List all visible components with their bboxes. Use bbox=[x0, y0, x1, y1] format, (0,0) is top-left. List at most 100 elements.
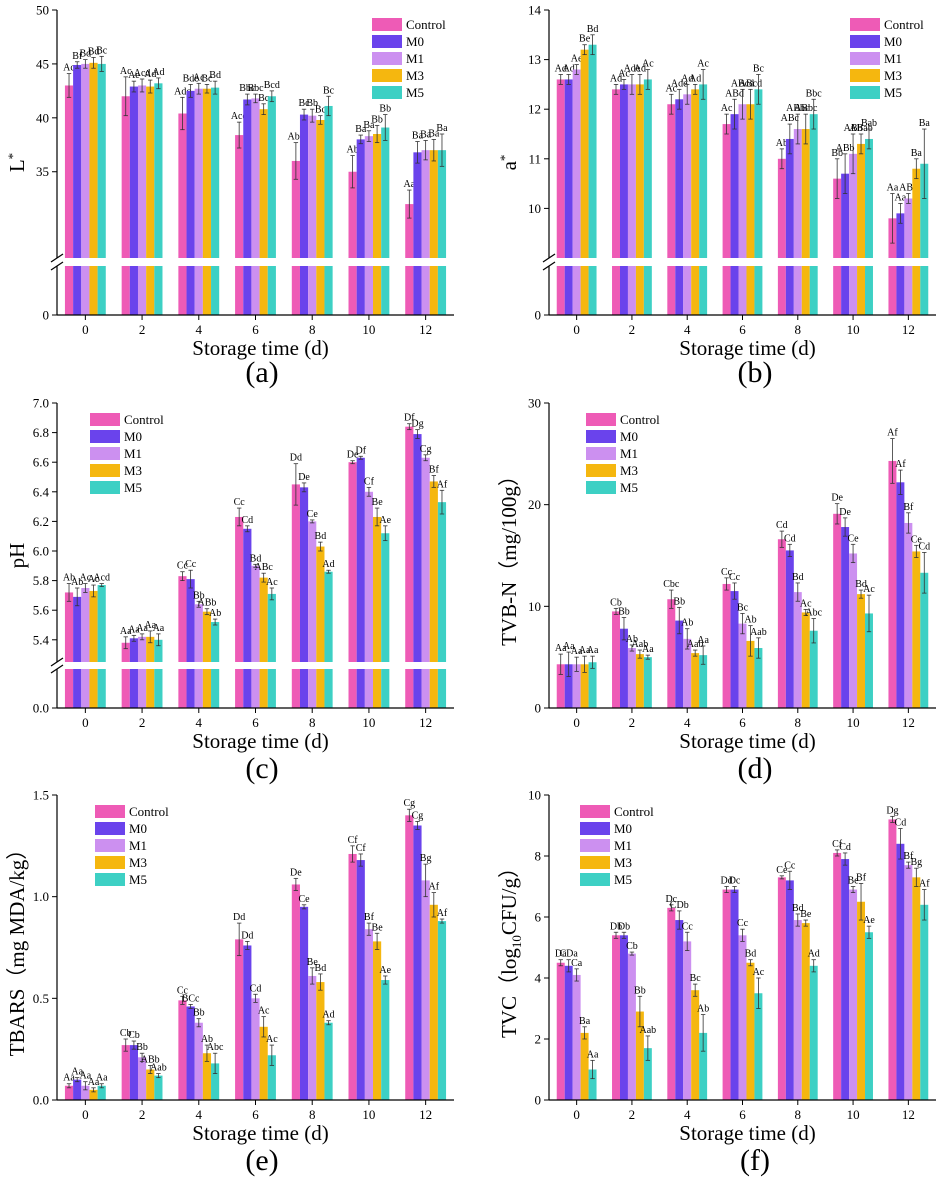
significance-label: Bd bbox=[315, 531, 327, 542]
significance-label: Ab bbox=[776, 138, 788, 149]
legend-label-Control: Control bbox=[124, 412, 164, 427]
significance-label: Bbc bbox=[806, 88, 823, 99]
significance-label: Cbc bbox=[663, 579, 680, 590]
legend-swatch-M3 bbox=[580, 856, 610, 869]
legend-label-M0: M0 bbox=[884, 34, 902, 49]
significance-label: Ca bbox=[571, 958, 583, 969]
bar-d-M1-0 bbox=[572, 664, 581, 708]
bar-a-Control-10 bbox=[348, 171, 357, 258]
significance-label: Ce bbox=[848, 533, 860, 544]
x-tick-label: 6 bbox=[252, 1107, 259, 1122]
y-tick-label: 5.8 bbox=[33, 573, 49, 588]
bar-d-M3-0 bbox=[580, 664, 589, 708]
significance-label: ABcd bbox=[731, 78, 754, 89]
significance-label: Ad bbox=[634, 63, 646, 74]
legend-label-M5: M5 bbox=[406, 85, 424, 100]
significance-label: Bd bbox=[792, 903, 804, 914]
bar-d-M0-0 bbox=[564, 664, 573, 708]
bar-c-M0-6-lower bbox=[243, 669, 252, 708]
significance-label: Bc bbox=[315, 105, 327, 116]
bar-b-M0-10 bbox=[841, 173, 850, 258]
significance-label: Bb bbox=[136, 1042, 148, 1053]
significance-label: Bcd bbox=[264, 80, 280, 91]
significance-label: Cg bbox=[420, 444, 432, 455]
significance-label: ABd bbox=[725, 88, 744, 99]
bar-a-M1-4-lower bbox=[194, 266, 203, 315]
significance-label: Bb bbox=[673, 596, 685, 607]
significance-label: Be bbox=[848, 876, 860, 887]
x-tick-label: 2 bbox=[629, 1107, 636, 1122]
bar-c-M5-4 bbox=[211, 622, 220, 662]
bar-b-M5-6-lower bbox=[754, 266, 763, 315]
bar-a-Control-12 bbox=[405, 204, 414, 258]
x-axis-title: Storage time (d) bbox=[192, 336, 328, 360]
bar-e-M3-12 bbox=[429, 904, 438, 1100]
x-tick-label: 4 bbox=[684, 1107, 691, 1122]
bar-c-M3-0-lower bbox=[89, 669, 98, 708]
bar-e-M3-2 bbox=[146, 1069, 155, 1100]
significance-label: Aa bbox=[63, 1073, 75, 1084]
bar-b-M1-0-lower bbox=[572, 266, 581, 315]
significance-label: ABcd bbox=[739, 78, 762, 89]
y-tick-label: 10 bbox=[528, 201, 541, 216]
bar-f-M3-6 bbox=[746, 962, 755, 1100]
significance-label: Cd bbox=[839, 842, 851, 853]
bar-f-Control-12 bbox=[888, 819, 897, 1100]
bar-d-M0-2 bbox=[619, 628, 628, 708]
bar-f-M3-0 bbox=[580, 1032, 589, 1100]
bar-c-M3-4 bbox=[202, 611, 212, 662]
significance-label: CDb bbox=[670, 900, 689, 911]
bar-b-M5-8-lower bbox=[809, 266, 818, 315]
bar-a-M3-0-lower bbox=[89, 266, 98, 315]
significance-label: Bc bbox=[323, 85, 335, 96]
significance-label: Bd bbox=[745, 949, 757, 960]
bar-a-M5-0-lower bbox=[97, 266, 106, 315]
bar-f-M3-8 bbox=[801, 923, 810, 1100]
y-tick-label: 20 bbox=[528, 497, 541, 512]
x-tick-label: 12 bbox=[902, 322, 915, 337]
significance-label: Cc bbox=[177, 561, 189, 572]
bar-b-M5-0-lower bbox=[588, 266, 597, 315]
legend-swatch-M1 bbox=[90, 447, 120, 460]
significance-label: Bab bbox=[861, 118, 877, 129]
y-tick-label: 6.6 bbox=[33, 455, 50, 470]
significance-label: Cf bbox=[364, 476, 375, 487]
bar-c-M1-2 bbox=[137, 636, 147, 662]
significance-label: Dg bbox=[411, 419, 423, 430]
bar-c-M0-6 bbox=[243, 528, 252, 662]
significance-label: Ade bbox=[624, 63, 641, 74]
bar-a-M3-10-lower bbox=[373, 266, 382, 315]
bar-e-M3-6 bbox=[259, 1026, 268, 1100]
bar-f-Control-8 bbox=[777, 877, 786, 1100]
bar-f-M0-4 bbox=[675, 920, 684, 1100]
significance-label: Dd bbox=[720, 876, 732, 887]
x-tick-label: 6 bbox=[739, 715, 746, 730]
y-tick-label: 6.8 bbox=[33, 425, 49, 440]
bar-f-M5-10 bbox=[865, 932, 873, 1100]
bar-b-M3-8-lower bbox=[801, 266, 810, 315]
bar-b-M1-10 bbox=[849, 153, 858, 258]
significance-label: Aa bbox=[895, 192, 907, 203]
significance-label: Abc bbox=[805, 608, 822, 619]
y-tick-label: 0 bbox=[535, 1093, 542, 1108]
bar-c-M0-12-lower bbox=[413, 669, 422, 708]
x-tick-label: 8 bbox=[795, 322, 802, 337]
bar-a-M1-10-lower bbox=[364, 266, 374, 315]
bar-c-M5-2-lower bbox=[154, 669, 163, 708]
y-tick-label: 30 bbox=[528, 396, 541, 411]
bar-c-M3-2-lower bbox=[146, 669, 155, 708]
significance-label: Ae bbox=[863, 915, 875, 926]
significance-label: Cf bbox=[356, 843, 367, 854]
bar-f-M1-10 bbox=[849, 889, 858, 1100]
significance-label: Aa bbox=[571, 646, 583, 657]
bar-a-M1-2 bbox=[137, 85, 147, 258]
bar-a-M0-2-lower bbox=[129, 266, 138, 315]
y-tick-label: 45 bbox=[36, 56, 49, 71]
significance-label: Bc bbox=[201, 73, 213, 84]
bar-e-M3-0 bbox=[89, 1089, 98, 1100]
significance-label: Bb bbox=[634, 985, 646, 996]
bar-b-M5-4 bbox=[699, 84, 708, 259]
bar-d-M1-10 bbox=[849, 553, 858, 708]
significance-label: Cc bbox=[729, 572, 741, 583]
significance-label: Aa bbox=[96, 1073, 108, 1084]
